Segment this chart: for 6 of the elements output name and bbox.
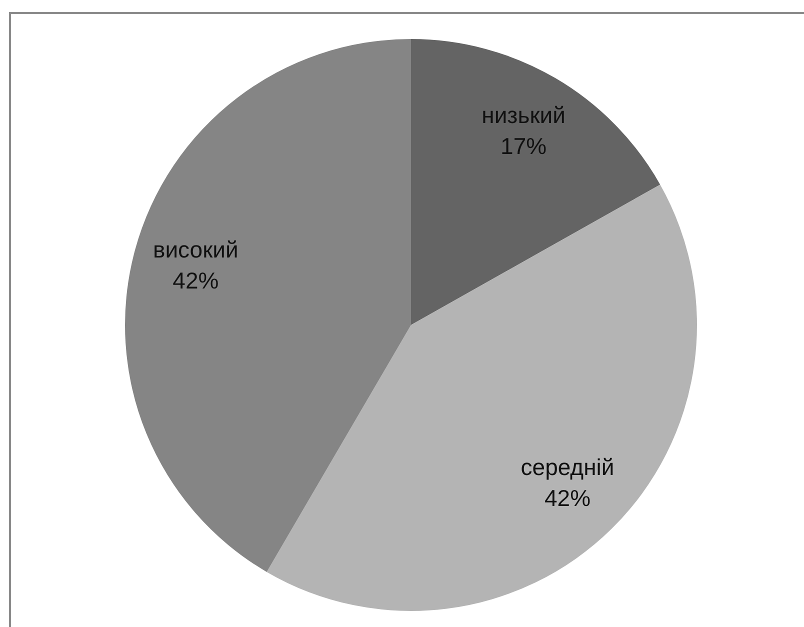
slice-label: високий — [152, 236, 238, 263]
slice-label: низький — [482, 102, 566, 128]
data-label: 17% — [500, 133, 547, 160]
data-label: 42% — [544, 484, 591, 511]
data-label: 42% — [172, 268, 219, 294]
slice-label: середній — [520, 454, 614, 480]
